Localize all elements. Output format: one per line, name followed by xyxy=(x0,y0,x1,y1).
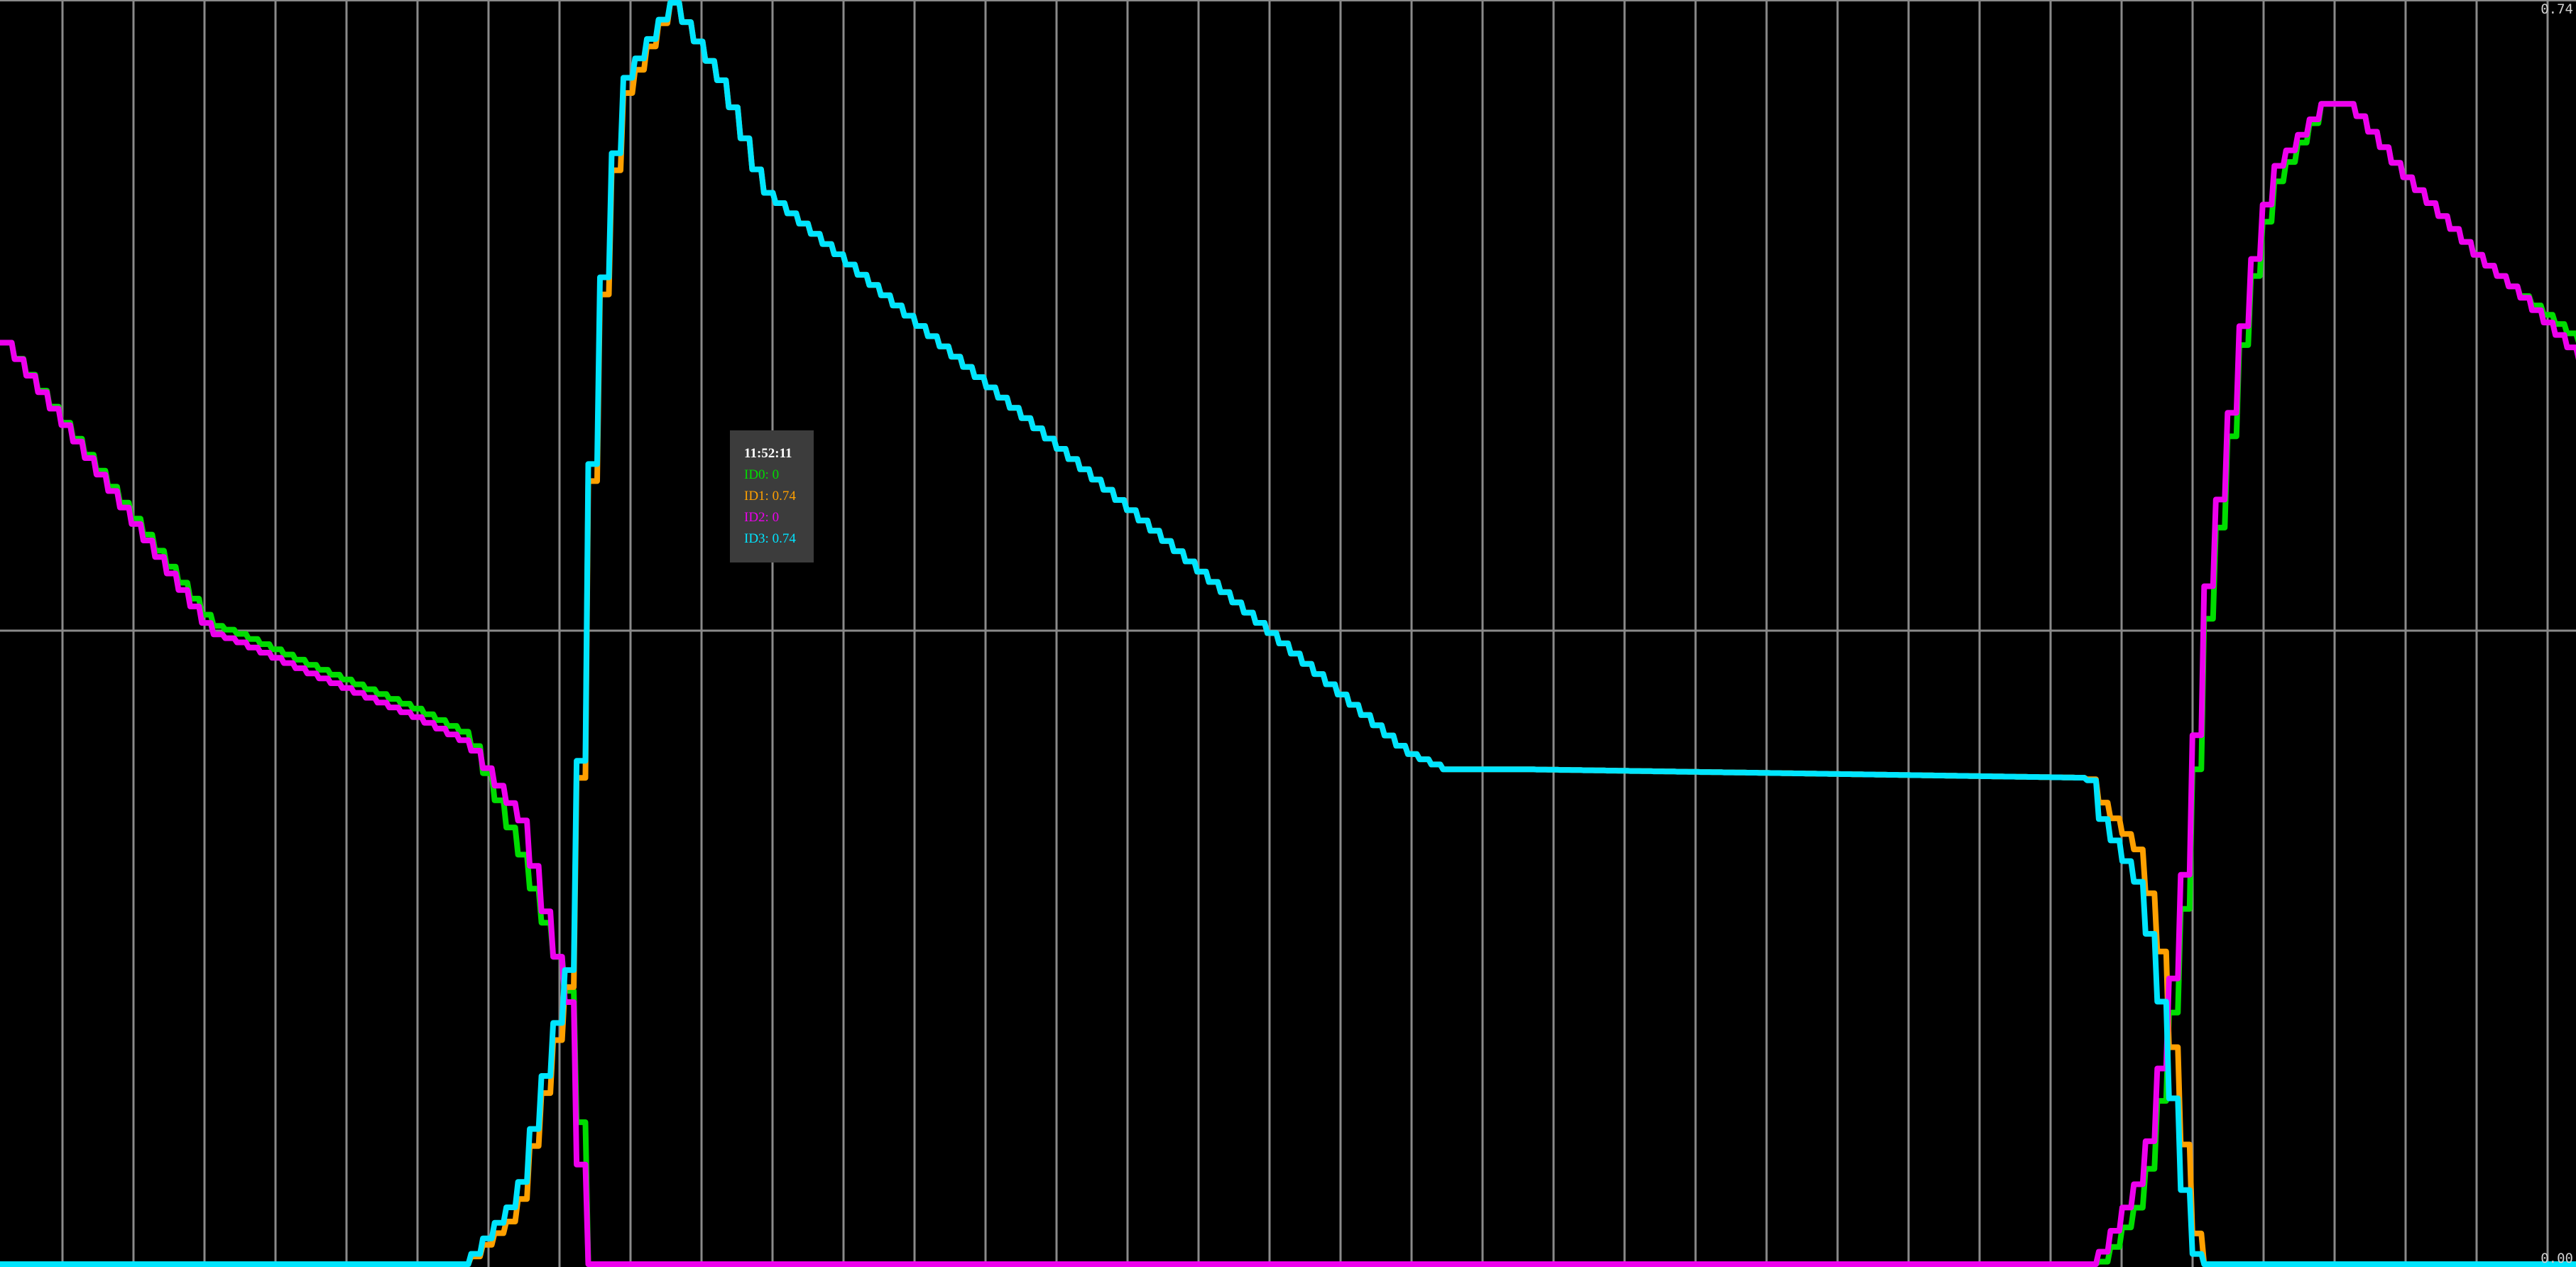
series-line-id0 xyxy=(0,101,2576,1267)
tooltip-line-id1: ID1: 0.74 xyxy=(744,489,796,504)
series-line-id2 xyxy=(0,101,2576,1267)
tooltip-time: 11:52:11 xyxy=(744,446,792,461)
y-axis-max-tick-label: 0.74 xyxy=(2540,1,2573,17)
tooltip-line-id2: ID2: 0 xyxy=(744,510,780,525)
hover-tooltip: 11:52:11 ID0: 0 ID1: 0.74 ID2: 0 ID3: 0.… xyxy=(730,430,814,562)
y-axis-min-tick-label: 0.00 xyxy=(2540,1251,2573,1266)
tooltip-line-id0: ID0: 0 xyxy=(744,467,780,482)
tooltip-line-id3: ID3: 0.74 xyxy=(744,531,796,546)
